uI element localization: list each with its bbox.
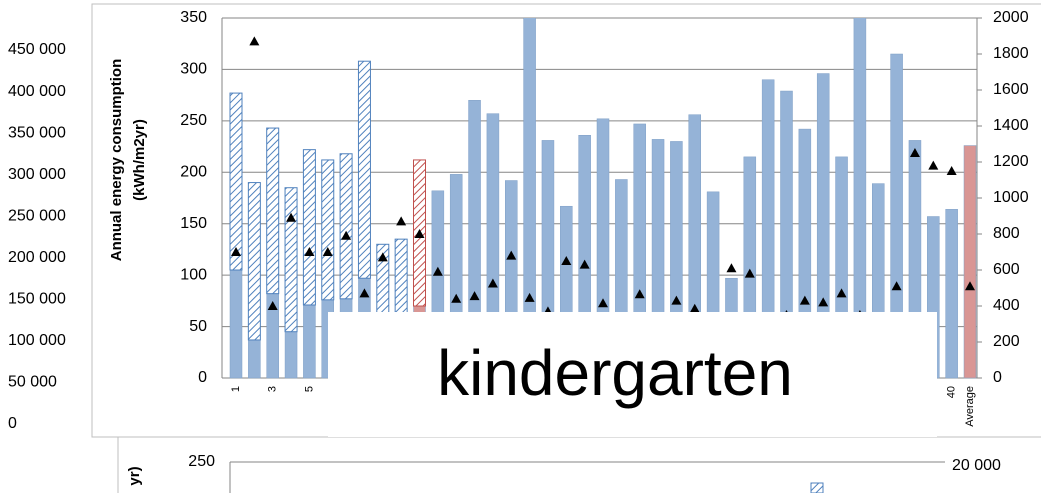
y-tick-label: 200 xyxy=(180,164,207,181)
marker xyxy=(634,289,645,299)
y-tick-label: 300 xyxy=(180,61,207,78)
marker xyxy=(561,256,572,265)
marker xyxy=(451,293,462,303)
marker xyxy=(891,281,902,291)
y-tick-label: 250 xyxy=(188,453,215,470)
bar xyxy=(266,127,280,295)
overlay: kindergarten xyxy=(328,312,937,437)
x-tick-label: 1 xyxy=(230,386,242,392)
bar xyxy=(945,209,958,379)
marker xyxy=(965,281,975,291)
y-tick-label: 400 000 xyxy=(8,83,66,100)
marker xyxy=(432,266,443,276)
marker xyxy=(579,259,590,269)
bar xyxy=(963,145,977,379)
marker xyxy=(341,230,352,240)
bar xyxy=(247,182,261,341)
marker xyxy=(377,252,388,262)
y-axis-title: (kWh/m2yr) xyxy=(131,119,148,201)
y-tick-label: 250 xyxy=(180,112,207,129)
y2-tick-label: 1800 xyxy=(993,45,1029,62)
marker xyxy=(304,247,315,256)
x-tick-label: Average xyxy=(964,386,976,427)
marker xyxy=(469,291,480,301)
y-tick-label: 300 000 xyxy=(8,166,66,183)
marker xyxy=(249,36,260,46)
marker xyxy=(267,301,278,310)
marker xyxy=(836,288,847,298)
y-tick-label: 350 000 xyxy=(8,124,66,141)
y-tick-label: 250 000 xyxy=(8,207,66,224)
overlay-box xyxy=(328,312,937,437)
y-tick-label: 350 xyxy=(180,9,207,26)
y2-tick-label: 400 xyxy=(993,297,1020,314)
y2-tick-label: 1600 xyxy=(993,81,1029,98)
marker xyxy=(909,148,920,157)
x-tick-label: 40 xyxy=(946,386,958,398)
bar xyxy=(339,153,353,300)
bar xyxy=(321,159,335,301)
y2-tick-label: 20 000 xyxy=(952,457,1001,474)
marker xyxy=(799,295,810,305)
marker xyxy=(286,212,297,222)
marker xyxy=(414,229,425,238)
y-tick-label: 0 xyxy=(8,415,17,432)
y-tick-label: 150 000 xyxy=(8,291,66,308)
marker xyxy=(524,292,535,302)
y-tick-label: 150 xyxy=(180,215,207,232)
marker xyxy=(359,288,370,298)
marker xyxy=(322,247,333,256)
y-tick-label: 450 000 xyxy=(8,41,66,58)
bar xyxy=(357,60,371,279)
y2-tick-label: 1000 xyxy=(993,189,1029,206)
bottom-panel xyxy=(117,436,1041,493)
y-tick-label: 0 xyxy=(198,369,207,386)
bar xyxy=(284,187,298,333)
legend-swatch xyxy=(810,482,824,493)
marker xyxy=(598,298,608,308)
y2-tick-label: 1200 xyxy=(993,153,1029,170)
y-tick-label: 50 000 xyxy=(8,374,57,391)
y2-tick-label: 1400 xyxy=(993,117,1029,134)
marker xyxy=(506,250,517,260)
x-tick-label: 3 xyxy=(267,386,279,392)
y-axis-title: Annual energy consumption xyxy=(108,59,125,262)
marker xyxy=(487,278,498,288)
y-tick-label: 100 000 xyxy=(8,332,66,349)
marker xyxy=(946,166,957,175)
overlay-label: kindergarten xyxy=(437,337,793,409)
y2-tick-label: 800 xyxy=(993,225,1020,242)
bar xyxy=(229,92,243,271)
bar xyxy=(284,331,298,379)
marker xyxy=(689,303,700,313)
y2-tick-label: 200 xyxy=(993,333,1020,350)
y-tick-label: 200 000 xyxy=(8,249,66,266)
y-axis-title: yr) xyxy=(126,466,143,485)
marker xyxy=(231,247,241,256)
bar xyxy=(229,269,243,379)
background-chart: 0 50 000 100 000 150 000 200 000 250 000 300 0… xyxy=(8,41,66,432)
marker xyxy=(744,268,755,278)
marker xyxy=(726,263,737,273)
y-tick-label: 100 xyxy=(180,266,207,283)
y2-tick-label: 2000 xyxy=(993,9,1029,26)
y2-tick-label: 600 xyxy=(993,261,1020,278)
marker xyxy=(396,216,407,226)
bar xyxy=(248,339,261,379)
x-tick-label: 5 xyxy=(303,386,315,392)
bottom-chart: 250 20 000 yr) xyxy=(117,436,1041,493)
marker xyxy=(671,295,682,305)
marker xyxy=(928,160,939,170)
bar xyxy=(302,149,316,306)
bar xyxy=(303,304,316,379)
y2-tick-label: 0 xyxy=(993,369,1002,386)
marker xyxy=(818,297,829,307)
y-tick-label: 50 xyxy=(189,318,207,335)
